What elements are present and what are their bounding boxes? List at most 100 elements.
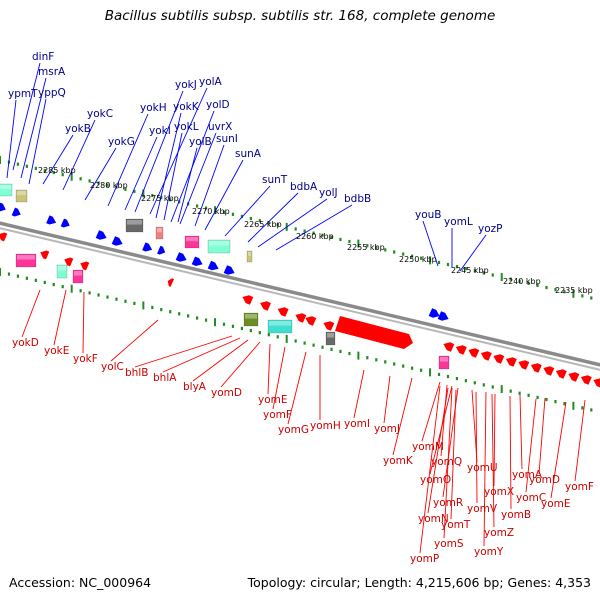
forward-gene-arrow xyxy=(11,207,21,217)
forward-leader-line xyxy=(134,90,184,213)
reverse-gene-arrow xyxy=(305,316,317,326)
scale-label: 2245 kbp xyxy=(451,266,489,275)
reverse-gene-label: yokD xyxy=(12,337,39,349)
reverse-leader-line xyxy=(443,387,453,539)
reverse-leader-line xyxy=(353,369,365,419)
forward-leader-line xyxy=(459,234,487,272)
forward-gene-arrow xyxy=(157,245,166,255)
reverse-gene-label: yomF xyxy=(565,481,594,493)
scale-labels: 2285 kbp 2280 kbp 2275 kbp 2270 kbp 2265 kbp… xyxy=(38,166,593,295)
reverse-gene-label: yomI xyxy=(344,418,370,430)
feature-box xyxy=(325,331,336,346)
forward-gene-label: yolB xyxy=(189,136,212,148)
reverse-gene-label: yomF xyxy=(263,409,292,421)
forward-leader-line xyxy=(224,185,271,237)
reverse-gene-label: yomX xyxy=(484,486,514,498)
reverse-leader-line xyxy=(110,319,159,362)
reverse-leader-line xyxy=(538,397,546,475)
forward-gene-label: yolD xyxy=(206,99,230,111)
feature-box-highlight xyxy=(245,314,257,319)
reverse-leader-line xyxy=(493,393,496,487)
forward-gene-label: sunA xyxy=(235,148,262,160)
feature-box xyxy=(438,355,450,370)
forward-gene-label: yokG xyxy=(108,136,135,148)
forward-gene-arrow xyxy=(175,252,187,262)
feature-box-highlight xyxy=(327,333,334,338)
reverse-gene-label: yomN xyxy=(418,513,449,525)
reverse-gene-label: yomK xyxy=(383,455,414,467)
forward-leader-line xyxy=(20,77,47,179)
forward-gene-label: yokK xyxy=(173,101,200,113)
feature-boxes xyxy=(0,183,450,370)
reverse-gene-arrow xyxy=(64,257,74,267)
forward-leader-line xyxy=(155,112,182,219)
feature-box xyxy=(267,319,293,334)
reverse-gene-label: yomO xyxy=(420,474,451,486)
forward-leader-line xyxy=(177,147,198,223)
scale-label: 2280 kbp xyxy=(90,181,128,190)
reverse-gene-arrow xyxy=(260,301,271,311)
forward-gene-label: bdbB xyxy=(344,193,371,205)
reverse-gene-arrow xyxy=(518,360,530,370)
forward-gene-arrow xyxy=(60,218,70,228)
reverse-leader-line xyxy=(483,391,487,547)
forward-leader-line xyxy=(275,204,353,251)
forward-gene-arrow xyxy=(142,242,153,252)
forward-gene-arrow xyxy=(207,260,219,271)
reverse-gene-label: yomE xyxy=(541,498,571,510)
reverse-gene-label: yomY xyxy=(474,546,504,558)
backbone-shadow xyxy=(0,227,600,371)
forward-gene-label: yolA xyxy=(199,76,223,88)
forward-gene-label: sunT xyxy=(262,174,288,186)
reverse-gene-label: bhlA xyxy=(153,372,177,384)
reverse-gene-arrow xyxy=(277,307,289,317)
reverse-gene-arrow xyxy=(580,375,592,385)
forward-gene-label: yokB xyxy=(65,123,91,135)
gene-arrows xyxy=(0,202,600,388)
reverse-leader-line xyxy=(491,393,495,528)
forward-gene-label: yokI xyxy=(149,125,171,137)
reverse-gene-arrow xyxy=(555,369,567,379)
reverse-gene-label: yokF xyxy=(73,353,98,365)
reverse-gene-label: yomB xyxy=(501,509,531,521)
feature-box xyxy=(155,226,164,240)
feature-box-highlight xyxy=(269,321,291,326)
feature-box xyxy=(207,239,231,254)
reverse-gene-label: yokE xyxy=(44,345,69,357)
forward-gene-arrow xyxy=(95,230,107,240)
reverse-gene-label: yomC xyxy=(516,492,546,504)
reverse-leader-line xyxy=(162,337,241,373)
reverse-gene-label: yomP xyxy=(410,553,439,565)
forward-gene-label: yokH xyxy=(140,102,167,114)
forward-gene-arrow xyxy=(0,202,6,212)
scale-label: 2275 kbp xyxy=(141,194,179,203)
feature-box-highlight xyxy=(157,228,162,233)
forward-gene-label: yomL xyxy=(444,216,473,228)
forward-gene-label: ypmT xyxy=(8,88,38,100)
feature-box-highlight xyxy=(17,191,26,196)
backbone-line xyxy=(0,221,600,367)
feature-box xyxy=(184,235,200,249)
scale-label: 2260 kbp xyxy=(296,232,334,241)
scale-label: 2235 kbp xyxy=(555,286,593,295)
feature-box xyxy=(15,253,37,268)
reverse-leader-line xyxy=(574,399,586,482)
forward-gene-arrow xyxy=(223,265,235,275)
accession-label: Accession: NC_000964 xyxy=(9,575,152,590)
reverse-leader-line xyxy=(419,385,441,554)
forward-gene-label: bdbA xyxy=(290,181,318,193)
forward-leader-line xyxy=(257,198,328,248)
reverse-gene-arrow xyxy=(505,357,517,367)
reverse-gene-label: yomS xyxy=(434,538,464,550)
reverse-leader-line xyxy=(525,398,537,493)
scale-label: 2265 kbp xyxy=(244,220,282,229)
forward-gene-arrow xyxy=(46,215,57,225)
scale-label: 2285 kbp xyxy=(38,166,76,175)
reverse-leader-line xyxy=(421,381,441,442)
forward-gene-label: uvrX xyxy=(208,121,232,133)
forward-gene-label: yokJ xyxy=(175,79,197,91)
scale-label: 2255 kbp xyxy=(347,243,385,252)
reverse-gene-arrow xyxy=(242,295,254,305)
